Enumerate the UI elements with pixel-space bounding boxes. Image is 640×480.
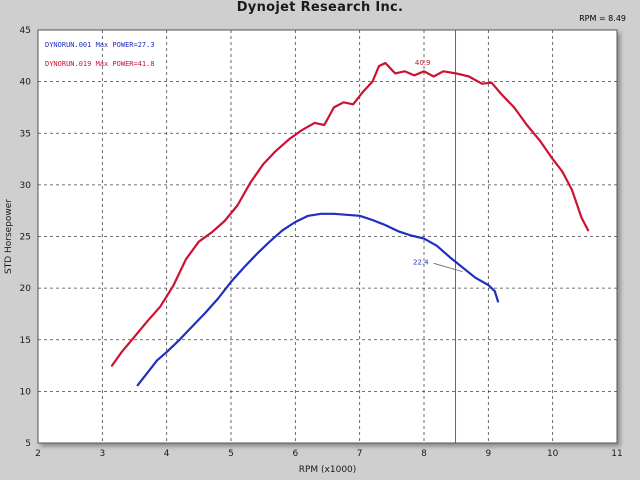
grid-lines — [38, 30, 617, 443]
y-tick-label: 10 — [20, 387, 32, 397]
y-tick-labels: 5 10 15 20 25 30 35 40 45 — [20, 26, 32, 449]
chart-title: Dynojet Research Inc. — [236, 0, 404, 15]
y-tick-label: 5 — [25, 439, 31, 449]
x-tick-label: 6 — [292, 449, 298, 459]
y-tick-label: 45 — [20, 26, 31, 36]
legend-entry-1: DYNORUN.001 Max POWER=27.3 — [45, 41, 155, 49]
legend: DYNORUN.001 Max POWER=27.3 DYNORUN.019 Ma… — [45, 41, 155, 68]
x-tick-label: 8 — [421, 449, 427, 459]
x-tick-label: 2 — [35, 449, 41, 459]
legend-entry-2: DYNORUN.019 Max POWER=41.8 — [45, 60, 155, 68]
series-layer — [110, 61, 590, 387]
y-tick-label: 35 — [20, 129, 31, 139]
y-tick-label: 30 — [20, 181, 32, 191]
y-tick-label: 25 — [20, 233, 31, 243]
x-axis-label: RPM (x1000) — [299, 465, 357, 475]
y-tick-label: 40 — [20, 78, 32, 88]
rpm-cursor-readout: RPM = 8.49 — [579, 14, 626, 23]
annotations: 40.9 22.4 — [413, 59, 463, 272]
y-tick-label: 20 — [20, 284, 32, 294]
y-axis-label: STD Horsepower — [4, 199, 14, 274]
y-tick-label: 15 — [20, 336, 31, 346]
x-tick-labels: 2 3 4 5 6 7 8 9 10 11 — [35, 449, 623, 459]
x-tick-label: 3 — [99, 449, 105, 459]
x-tick-label: 7 — [357, 449, 363, 459]
x-tick-label: 4 — [164, 449, 170, 459]
x-tick-label: 9 — [485, 449, 491, 459]
annotation-leader-line — [433, 262, 463, 272]
series-line-2 — [110, 61, 590, 367]
x-tick-label: 10 — [547, 449, 559, 459]
value-annotation: 22.4 — [413, 258, 429, 266]
x-tick-label: 5 — [228, 449, 234, 459]
series-line-1 — [136, 212, 500, 387]
value-annotation: 40.9 — [415, 59, 431, 67]
x-tick-label: 11 — [611, 449, 622, 459]
